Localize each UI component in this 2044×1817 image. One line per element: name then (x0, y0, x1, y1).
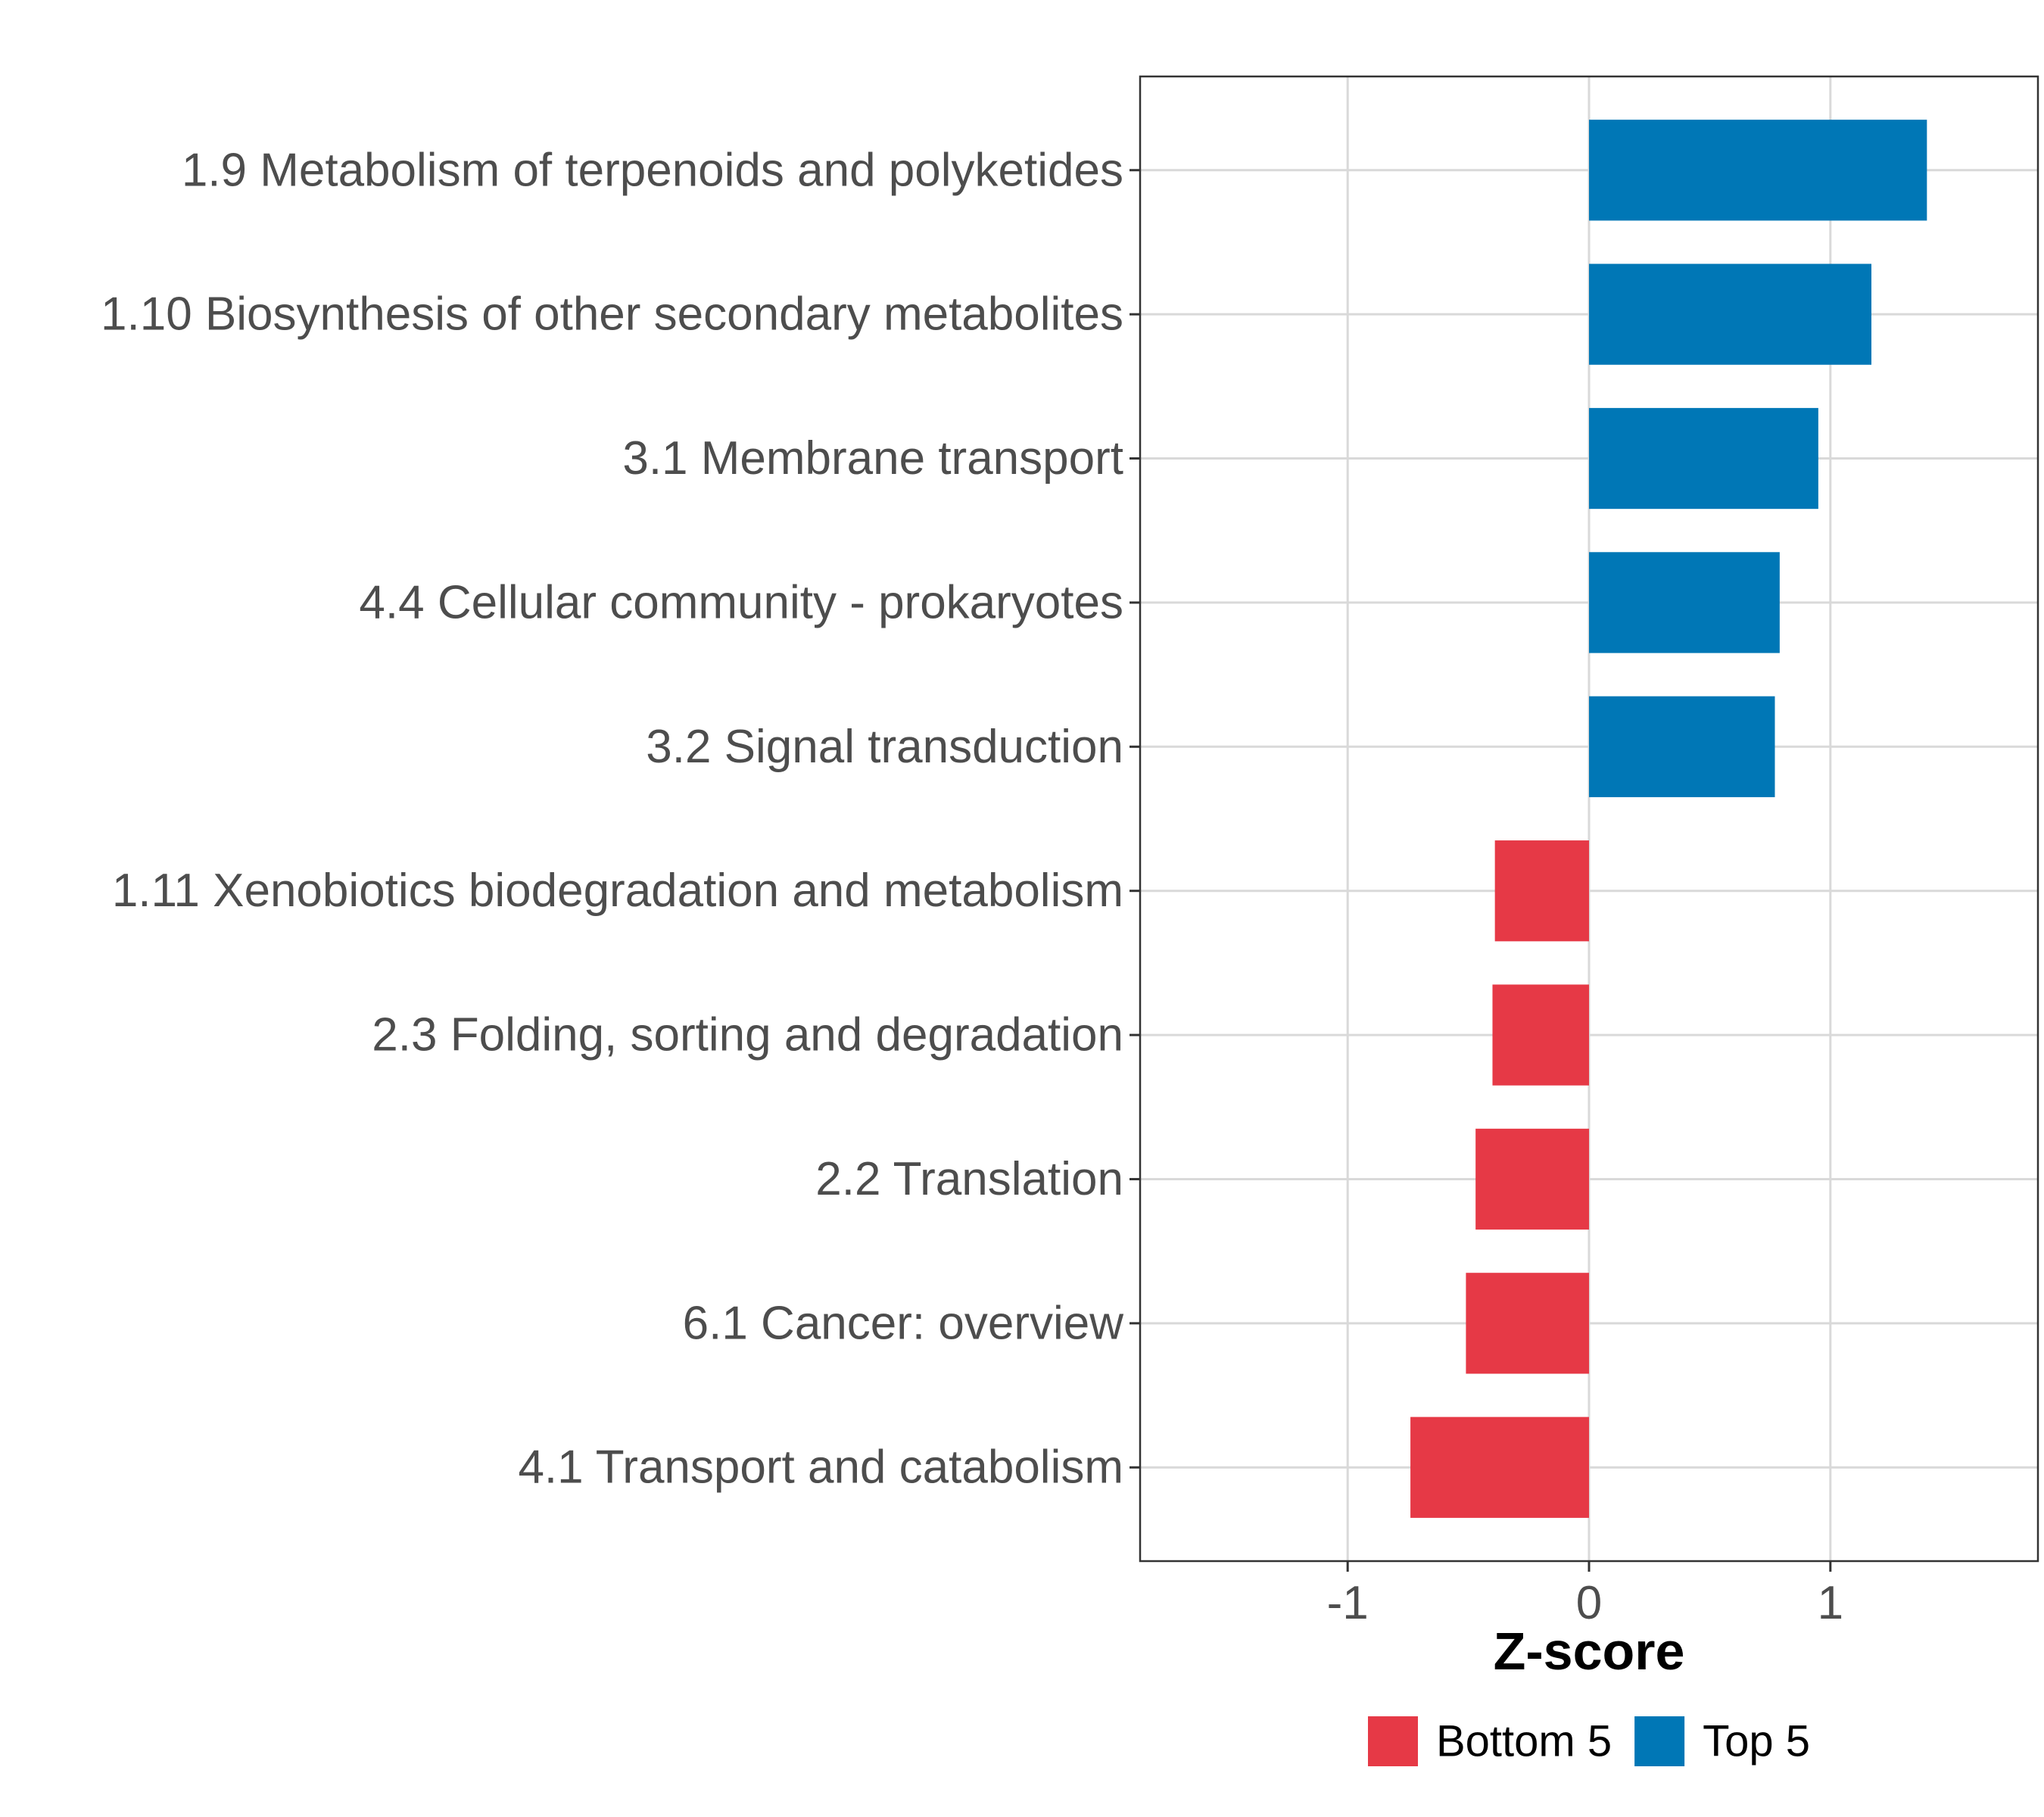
bar-top-2 (1589, 407, 1818, 510)
bar-bottom-5 (1494, 840, 1589, 942)
y-tick-label: 2.3 Folding, sorting and degradation (372, 1009, 1123, 1061)
y-tick-label: 1.10 Biosynthesis of other secondary met… (101, 288, 1123, 341)
bar-top-4 (1589, 696, 1775, 797)
bar-bottom-6 (1492, 984, 1589, 1086)
legend-swatch-bottom-5 (1367, 1716, 1418, 1766)
y-tick-label: 1.9 Metabolism of terpenoids and polyket… (182, 144, 1123, 196)
y-tick-label: 3.1 Membrane transport (622, 432, 1123, 485)
bar-bottom-7 (1475, 1128, 1589, 1230)
bars (1410, 120, 1927, 1518)
x-tick-label: 1 (1818, 1577, 1843, 1629)
x-tick-label: -1 (1327, 1577, 1369, 1629)
legend-label: Top 5 (1703, 1717, 1810, 1766)
x-tick-label: 0 (1576, 1577, 1602, 1629)
y-axis: 1.9 Metabolism of terpenoids and polyket… (101, 144, 1140, 1494)
legend: Bottom 5 Top 5 (1367, 1716, 1810, 1766)
y-tick-label: 4.4 Cellular community - prokaryotes (359, 576, 1123, 628)
legend-swatch-top-5 (1634, 1716, 1685, 1766)
bar-bottom-9 (1410, 1417, 1589, 1518)
bar-top-3 (1589, 552, 1780, 653)
y-tick-label: 2.2 Translation (815, 1153, 1123, 1205)
y-tick-label: 1.11 Xenobiotics biodegradation and meta… (112, 865, 1123, 917)
bar-top-1 (1589, 263, 1872, 365)
bar-bottom-8 (1466, 1273, 1589, 1374)
y-tick-label: 6.1 Cancer: overview (683, 1297, 1124, 1349)
y-tick-label: 3.2 Signal transduction (646, 721, 1123, 773)
x-axis: -1 0 1 (1327, 1561, 1843, 1629)
x-axis-title: Z-score (1494, 1622, 1685, 1681)
bar-top-0 (1589, 120, 1927, 221)
legend-label: Bottom 5 (1436, 1717, 1612, 1766)
y-tick-label: 4.1 Transport and catabolism (518, 1441, 1123, 1494)
